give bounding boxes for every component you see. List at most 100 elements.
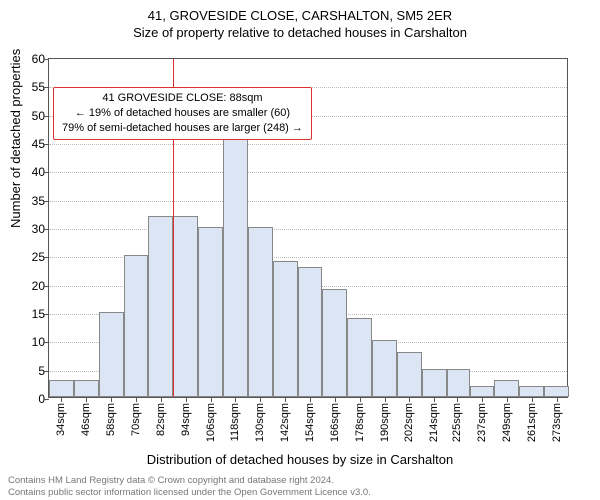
histogram-bar bbox=[397, 352, 422, 397]
ytick-label: 25 bbox=[32, 250, 45, 264]
xtick-mark bbox=[532, 397, 533, 402]
annotation-box: 41 GROVESIDE CLOSE: 88sqm← 19% of detach… bbox=[53, 87, 312, 140]
ytick-mark bbox=[44, 87, 49, 88]
ytick-mark bbox=[44, 201, 49, 202]
histogram-bar bbox=[173, 216, 198, 397]
annotation-line: 41 GROVESIDE CLOSE: 88sqm bbox=[62, 91, 303, 106]
xtick-label: 166sqm bbox=[329, 403, 341, 442]
xtick-mark bbox=[211, 397, 212, 402]
ytick-mark bbox=[44, 342, 49, 343]
ytick-label: 60 bbox=[32, 52, 45, 66]
ytick-mark bbox=[44, 399, 49, 400]
xtick-label: 261sqm bbox=[526, 403, 538, 442]
ytick-mark bbox=[44, 286, 49, 287]
ytick-label: 50 bbox=[32, 109, 45, 123]
histogram-bar bbox=[470, 386, 495, 397]
xtick-mark bbox=[285, 397, 286, 402]
gridline bbox=[49, 172, 567, 173]
xtick-label: 58sqm bbox=[105, 403, 117, 436]
histogram-bar bbox=[74, 380, 99, 397]
title-block: 41, GROVESIDE CLOSE, CARSHALTON, SM5 2ER… bbox=[0, 0, 600, 40]
xtick-mark bbox=[61, 397, 62, 402]
xtick-mark bbox=[434, 397, 435, 402]
histogram-bar bbox=[248, 227, 273, 397]
ytick-label: 35 bbox=[32, 194, 45, 208]
annotation-line: 79% of semi-detached houses are larger (… bbox=[62, 121, 303, 136]
histogram-bar bbox=[298, 267, 323, 397]
title-line2: Size of property relative to detached ho… bbox=[0, 25, 600, 40]
xtick-mark bbox=[260, 397, 261, 402]
histogram-bar bbox=[347, 318, 372, 397]
xtick-mark bbox=[360, 397, 361, 402]
xtick-mark bbox=[235, 397, 236, 402]
xtick-label: 214sqm bbox=[428, 403, 440, 442]
ytick-label: 55 bbox=[32, 80, 45, 94]
gridline bbox=[49, 201, 567, 202]
x-axis-title: Distribution of detached houses by size … bbox=[0, 452, 600, 467]
histogram-bar bbox=[519, 386, 544, 397]
histogram-bar bbox=[99, 312, 124, 397]
xtick-label: 70sqm bbox=[130, 403, 142, 436]
ytick-label: 40 bbox=[32, 165, 45, 179]
ytick-mark bbox=[44, 144, 49, 145]
chart-container: 41, GROVESIDE CLOSE, CARSHALTON, SM5 2ER… bbox=[0, 0, 600, 500]
xtick-label: 178sqm bbox=[354, 403, 366, 442]
xtick-mark bbox=[111, 397, 112, 402]
plot-region: 05101520253035404550556034sqm46sqm58sqm7… bbox=[48, 58, 568, 398]
xtick-label: 118sqm bbox=[229, 403, 241, 441]
xtick-label: 249sqm bbox=[501, 403, 513, 442]
xtick-mark bbox=[161, 397, 162, 402]
histogram-bar bbox=[273, 261, 298, 397]
xtick-mark bbox=[507, 397, 508, 402]
histogram-bar bbox=[422, 369, 447, 397]
xtick-label: 142sqm bbox=[279, 403, 291, 442]
histogram-bar bbox=[49, 380, 74, 397]
ytick-label: 20 bbox=[32, 279, 45, 293]
xtick-label: 225sqm bbox=[451, 403, 463, 442]
histogram-bar bbox=[322, 289, 347, 397]
xtick-mark bbox=[186, 397, 187, 402]
xtick-label: 130sqm bbox=[254, 403, 266, 442]
chart-area: 05101520253035404550556034sqm46sqm58sqm7… bbox=[48, 58, 568, 398]
footer: Contains HM Land Registry data © Crown c… bbox=[8, 475, 371, 498]
histogram-bar bbox=[198, 227, 223, 397]
xtick-label: 237sqm bbox=[476, 403, 488, 442]
xtick-mark bbox=[385, 397, 386, 402]
histogram-bar bbox=[124, 255, 149, 397]
xtick-label: 82sqm bbox=[155, 403, 167, 436]
histogram-bar bbox=[223, 125, 248, 397]
y-axis-title: Number of detached properties bbox=[8, 49, 23, 228]
histogram-bar bbox=[372, 340, 397, 397]
xtick-mark bbox=[86, 397, 87, 402]
histogram-bar bbox=[544, 386, 569, 397]
xtick-mark bbox=[557, 397, 558, 402]
ytick-mark bbox=[44, 172, 49, 173]
xtick-label: 46sqm bbox=[80, 403, 92, 436]
histogram-bar bbox=[494, 380, 519, 397]
ytick-mark bbox=[44, 229, 49, 230]
xtick-mark bbox=[335, 397, 336, 402]
ytick-label: 10 bbox=[32, 335, 45, 349]
ytick-label: 30 bbox=[32, 222, 45, 236]
xtick-label: 190sqm bbox=[379, 403, 391, 442]
gridline bbox=[49, 229, 567, 230]
histogram-bar bbox=[148, 216, 173, 397]
xtick-mark bbox=[310, 397, 311, 402]
xtick-label: 106sqm bbox=[205, 403, 217, 442]
xtick-mark bbox=[482, 397, 483, 402]
xtick-label: 202sqm bbox=[403, 403, 415, 442]
annotation-line: ← 19% of detached houses are smaller (60… bbox=[62, 106, 303, 121]
ytick-mark bbox=[44, 116, 49, 117]
ytick-mark bbox=[44, 314, 49, 315]
gridline bbox=[49, 144, 567, 145]
xtick-label: 273sqm bbox=[551, 403, 563, 442]
xtick-label: 94sqm bbox=[180, 403, 192, 436]
xtick-label: 154sqm bbox=[304, 403, 316, 442]
ytick-label: 15 bbox=[32, 307, 45, 321]
xtick-mark bbox=[409, 397, 410, 402]
xtick-mark bbox=[136, 397, 137, 402]
footer-line1: Contains HM Land Registry data © Crown c… bbox=[8, 475, 371, 486]
ytick-mark bbox=[44, 257, 49, 258]
title-line1: 41, GROVESIDE CLOSE, CARSHALTON, SM5 2ER bbox=[0, 8, 600, 23]
ytick-label: 45 bbox=[32, 137, 45, 151]
